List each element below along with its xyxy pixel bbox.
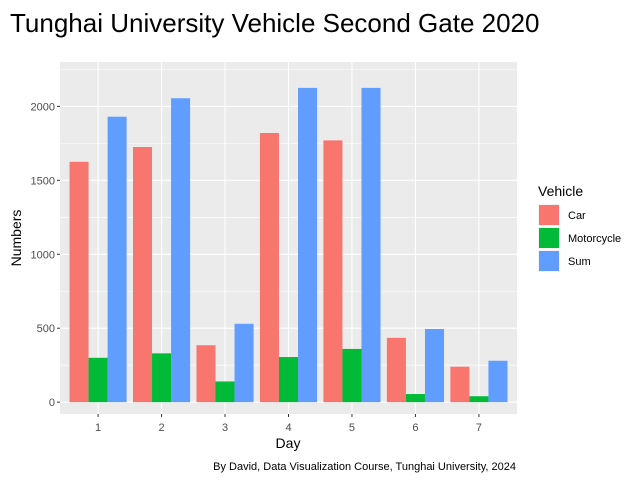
x-axis-title: Day: [276, 435, 301, 451]
x-tick-label: 5: [349, 422, 355, 434]
bar-sum-day-6: [424, 328, 445, 403]
bar-car-day-5: [323, 140, 343, 403]
bar-sum-day-2: [171, 98, 191, 403]
y-tick-label: 1000: [31, 249, 55, 261]
bar-sum-day-1: [107, 116, 127, 403]
x-tick-label: 1: [95, 422, 101, 434]
bar-motorcycle-day-1: [88, 357, 108, 403]
bar-sum-day-5: [361, 87, 381, 403]
bar-motorcycle-day-6: [405, 394, 425, 403]
legend-label-car: Car: [568, 210, 586, 222]
bar-car-day-1: [69, 161, 89, 403]
bar-car-day-6: [386, 337, 406, 403]
bar-sum-day-4: [298, 87, 318, 403]
bars-group: [69, 87, 508, 403]
bar-motorcycle-day-3: [215, 381, 235, 403]
y-tick-label: 500: [37, 323, 55, 335]
bar-car-day-2: [132, 147, 153, 403]
bar-motorcycle-day-5: [342, 348, 362, 403]
legend: Vehicle Car Motorcycle Sum: [538, 183, 621, 272]
x-tick-label: 4: [285, 422, 291, 434]
legend-swatch-motorcycle: [539, 228, 559, 248]
x-axis: 1 2 3 4 5 6 7: [95, 414, 482, 434]
chart-caption: By David, Data Visualization Course, Tun…: [213, 461, 516, 473]
bar-motorcycle-day-2: [152, 353, 172, 403]
x-tick-label: 2: [158, 422, 164, 434]
legend-title: Vehicle: [538, 183, 583, 199]
legend-label-motorcycle: Motorcycle: [568, 233, 621, 245]
bar-motorcycle-day-7: [469, 396, 489, 403]
legend-swatch-car: [539, 205, 559, 225]
x-tick-label: 3: [222, 422, 228, 434]
bar-car-day-3: [196, 345, 216, 403]
legend-swatch-sum: [539, 251, 559, 271]
chart-title: Tunghai University Vehicle Second Gate 2…: [10, 8, 539, 38]
y-tick-label: 2000: [31, 101, 55, 113]
bar-sum-day-7: [488, 360, 508, 403]
bar-sum-day-3: [234, 323, 254, 403]
y-axis: 0 500 1000 1500 2000: [31, 101, 60, 409]
legend-label-sum: Sum: [568, 256, 591, 268]
bar-car-day-4: [259, 132, 279, 403]
y-tick-label: 1500: [31, 175, 55, 187]
x-tick-label: 6: [412, 422, 418, 434]
bar-car-day-7: [450, 366, 470, 403]
bar-motorcycle-day-4: [278, 357, 299, 403]
y-axis-title: Numbers: [8, 210, 24, 267]
x-tick-label: 7: [476, 422, 482, 434]
y-tick-label: 0: [49, 397, 55, 409]
